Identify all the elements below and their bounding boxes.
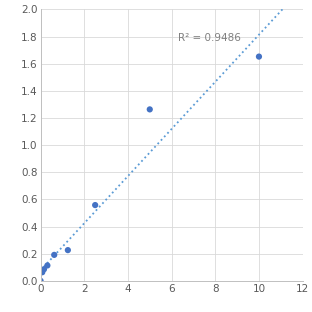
Text: R² = 0.9486: R² = 0.9486	[178, 32, 241, 42]
Point	[45, 263, 50, 268]
Point	[41, 267, 46, 272]
Point	[256, 54, 261, 59]
Point	[38, 278, 43, 283]
Point	[147, 107, 152, 112]
Point	[93, 202, 98, 207]
Point	[52, 252, 57, 257]
Point	[40, 270, 45, 275]
Point	[66, 248, 71, 253]
